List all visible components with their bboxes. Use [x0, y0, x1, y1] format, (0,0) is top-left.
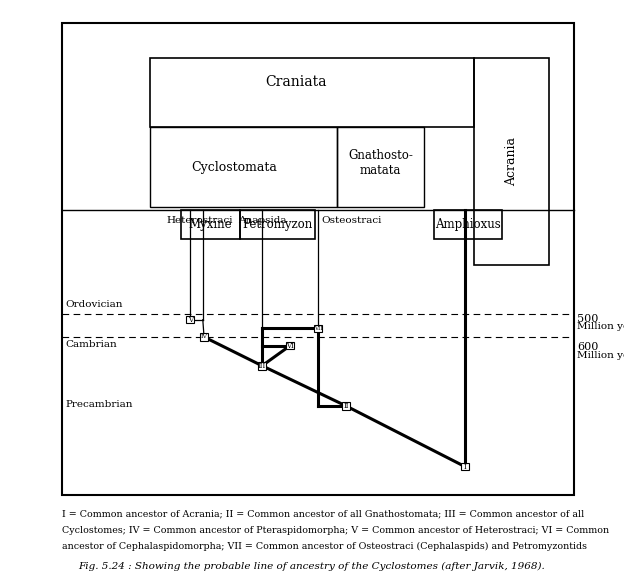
- Text: 500: 500: [577, 313, 598, 324]
- Text: Petromyzon: Petromyzon: [243, 218, 313, 231]
- Bar: [150, 127, 337, 207]
- Text: I: I: [464, 463, 466, 471]
- Text: Craniata: Craniata: [265, 75, 326, 89]
- Text: Anapsida: Anapsida: [238, 216, 286, 225]
- Text: VI: VI: [286, 342, 294, 350]
- Text: III: III: [258, 362, 266, 370]
- Bar: [150, 58, 474, 127]
- Text: Cambrian: Cambrian: [66, 340, 117, 350]
- Text: Cyclostomata: Cyclostomata: [191, 161, 277, 173]
- Bar: [343, 403, 351, 410]
- Bar: [286, 342, 295, 349]
- Text: Million years: Million years: [577, 351, 624, 360]
- Bar: [181, 210, 240, 239]
- Text: Precambrian: Precambrian: [66, 400, 133, 409]
- Bar: [434, 210, 502, 239]
- Text: Acrania: Acrania: [505, 137, 518, 186]
- Text: Million years: Million years: [577, 322, 624, 331]
- Text: 600: 600: [577, 342, 598, 353]
- Bar: [186, 316, 194, 324]
- Text: Cyclostomes; IV = Common ancestor of Pteraspidomorpha; V = Common ancestor of He: Cyclostomes; IV = Common ancestor of Pte…: [62, 526, 610, 535]
- Text: ancestor of Cephalaspidomorpha; VII = Common ancestor of Osteostraci (Cephalaspi: ancestor of Cephalaspidomorpha; VII = Co…: [62, 542, 587, 551]
- Text: Ordovician: Ordovician: [66, 300, 123, 309]
- Text: V: V: [188, 316, 193, 324]
- Bar: [258, 362, 266, 370]
- Text: VII: VII: [314, 326, 323, 331]
- Bar: [474, 58, 549, 265]
- Bar: [240, 210, 315, 239]
- Text: IV: IV: [200, 335, 208, 339]
- Bar: [62, 23, 574, 495]
- Text: Fig. 5.24 : Showing the probable line of ancestry of the Cyclostomes (after Jarv: Fig. 5.24 : Showing the probable line of…: [79, 562, 545, 571]
- Text: Osteostraci: Osteostraci: [321, 216, 382, 225]
- Bar: [337, 127, 424, 207]
- Text: Heterostraci: Heterostraci: [167, 216, 233, 225]
- Bar: [314, 325, 323, 332]
- Text: Gnathosto-
matata: Gnathosto- matata: [348, 149, 413, 177]
- Text: Myxine: Myxine: [189, 218, 232, 231]
- Text: II: II: [344, 402, 349, 410]
- Bar: [200, 333, 208, 341]
- Bar: [461, 463, 469, 470]
- Text: Amphioxus: Amphioxus: [435, 218, 501, 231]
- Text: I = Common ancestor of Acrania; II = Common ancestor of all Gnathostomata; III =: I = Common ancestor of Acrania; II = Com…: [62, 510, 585, 519]
